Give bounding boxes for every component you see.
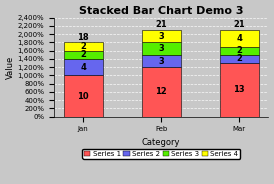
Bar [64, 75, 103, 117]
Bar [220, 47, 259, 55]
Text: 2: 2 [236, 54, 242, 63]
Bar [64, 51, 103, 59]
Bar [142, 55, 181, 67]
Text: 2: 2 [236, 46, 242, 55]
Text: 13: 13 [233, 85, 245, 94]
Bar [220, 55, 259, 63]
Bar [142, 30, 181, 43]
Bar [64, 59, 103, 75]
Bar [142, 67, 181, 117]
X-axis label: Category: Category [142, 138, 181, 147]
Text: 21: 21 [155, 20, 167, 29]
Legend: Series 1, Series 2, Series 3, Series 4: Series 1, Series 2, Series 3, Series 4 [82, 149, 240, 159]
Text: 21: 21 [233, 20, 245, 29]
Text: 4: 4 [80, 63, 86, 72]
Text: 3: 3 [158, 44, 164, 53]
Text: 2: 2 [80, 42, 86, 51]
Text: 3: 3 [158, 32, 164, 41]
Bar [64, 43, 103, 51]
Bar [220, 30, 259, 47]
Text: 4: 4 [236, 34, 242, 43]
Bar [220, 63, 259, 117]
Text: 18: 18 [77, 33, 89, 42]
Title: Stacked Bar Chart Demo 3: Stacked Bar Chart Demo 3 [79, 6, 243, 16]
Text: 3: 3 [158, 56, 164, 66]
Y-axis label: Value: Value [5, 56, 15, 79]
Text: 12: 12 [155, 87, 167, 96]
Text: 2: 2 [80, 50, 86, 59]
Bar [142, 43, 181, 55]
Text: 10: 10 [77, 92, 89, 101]
